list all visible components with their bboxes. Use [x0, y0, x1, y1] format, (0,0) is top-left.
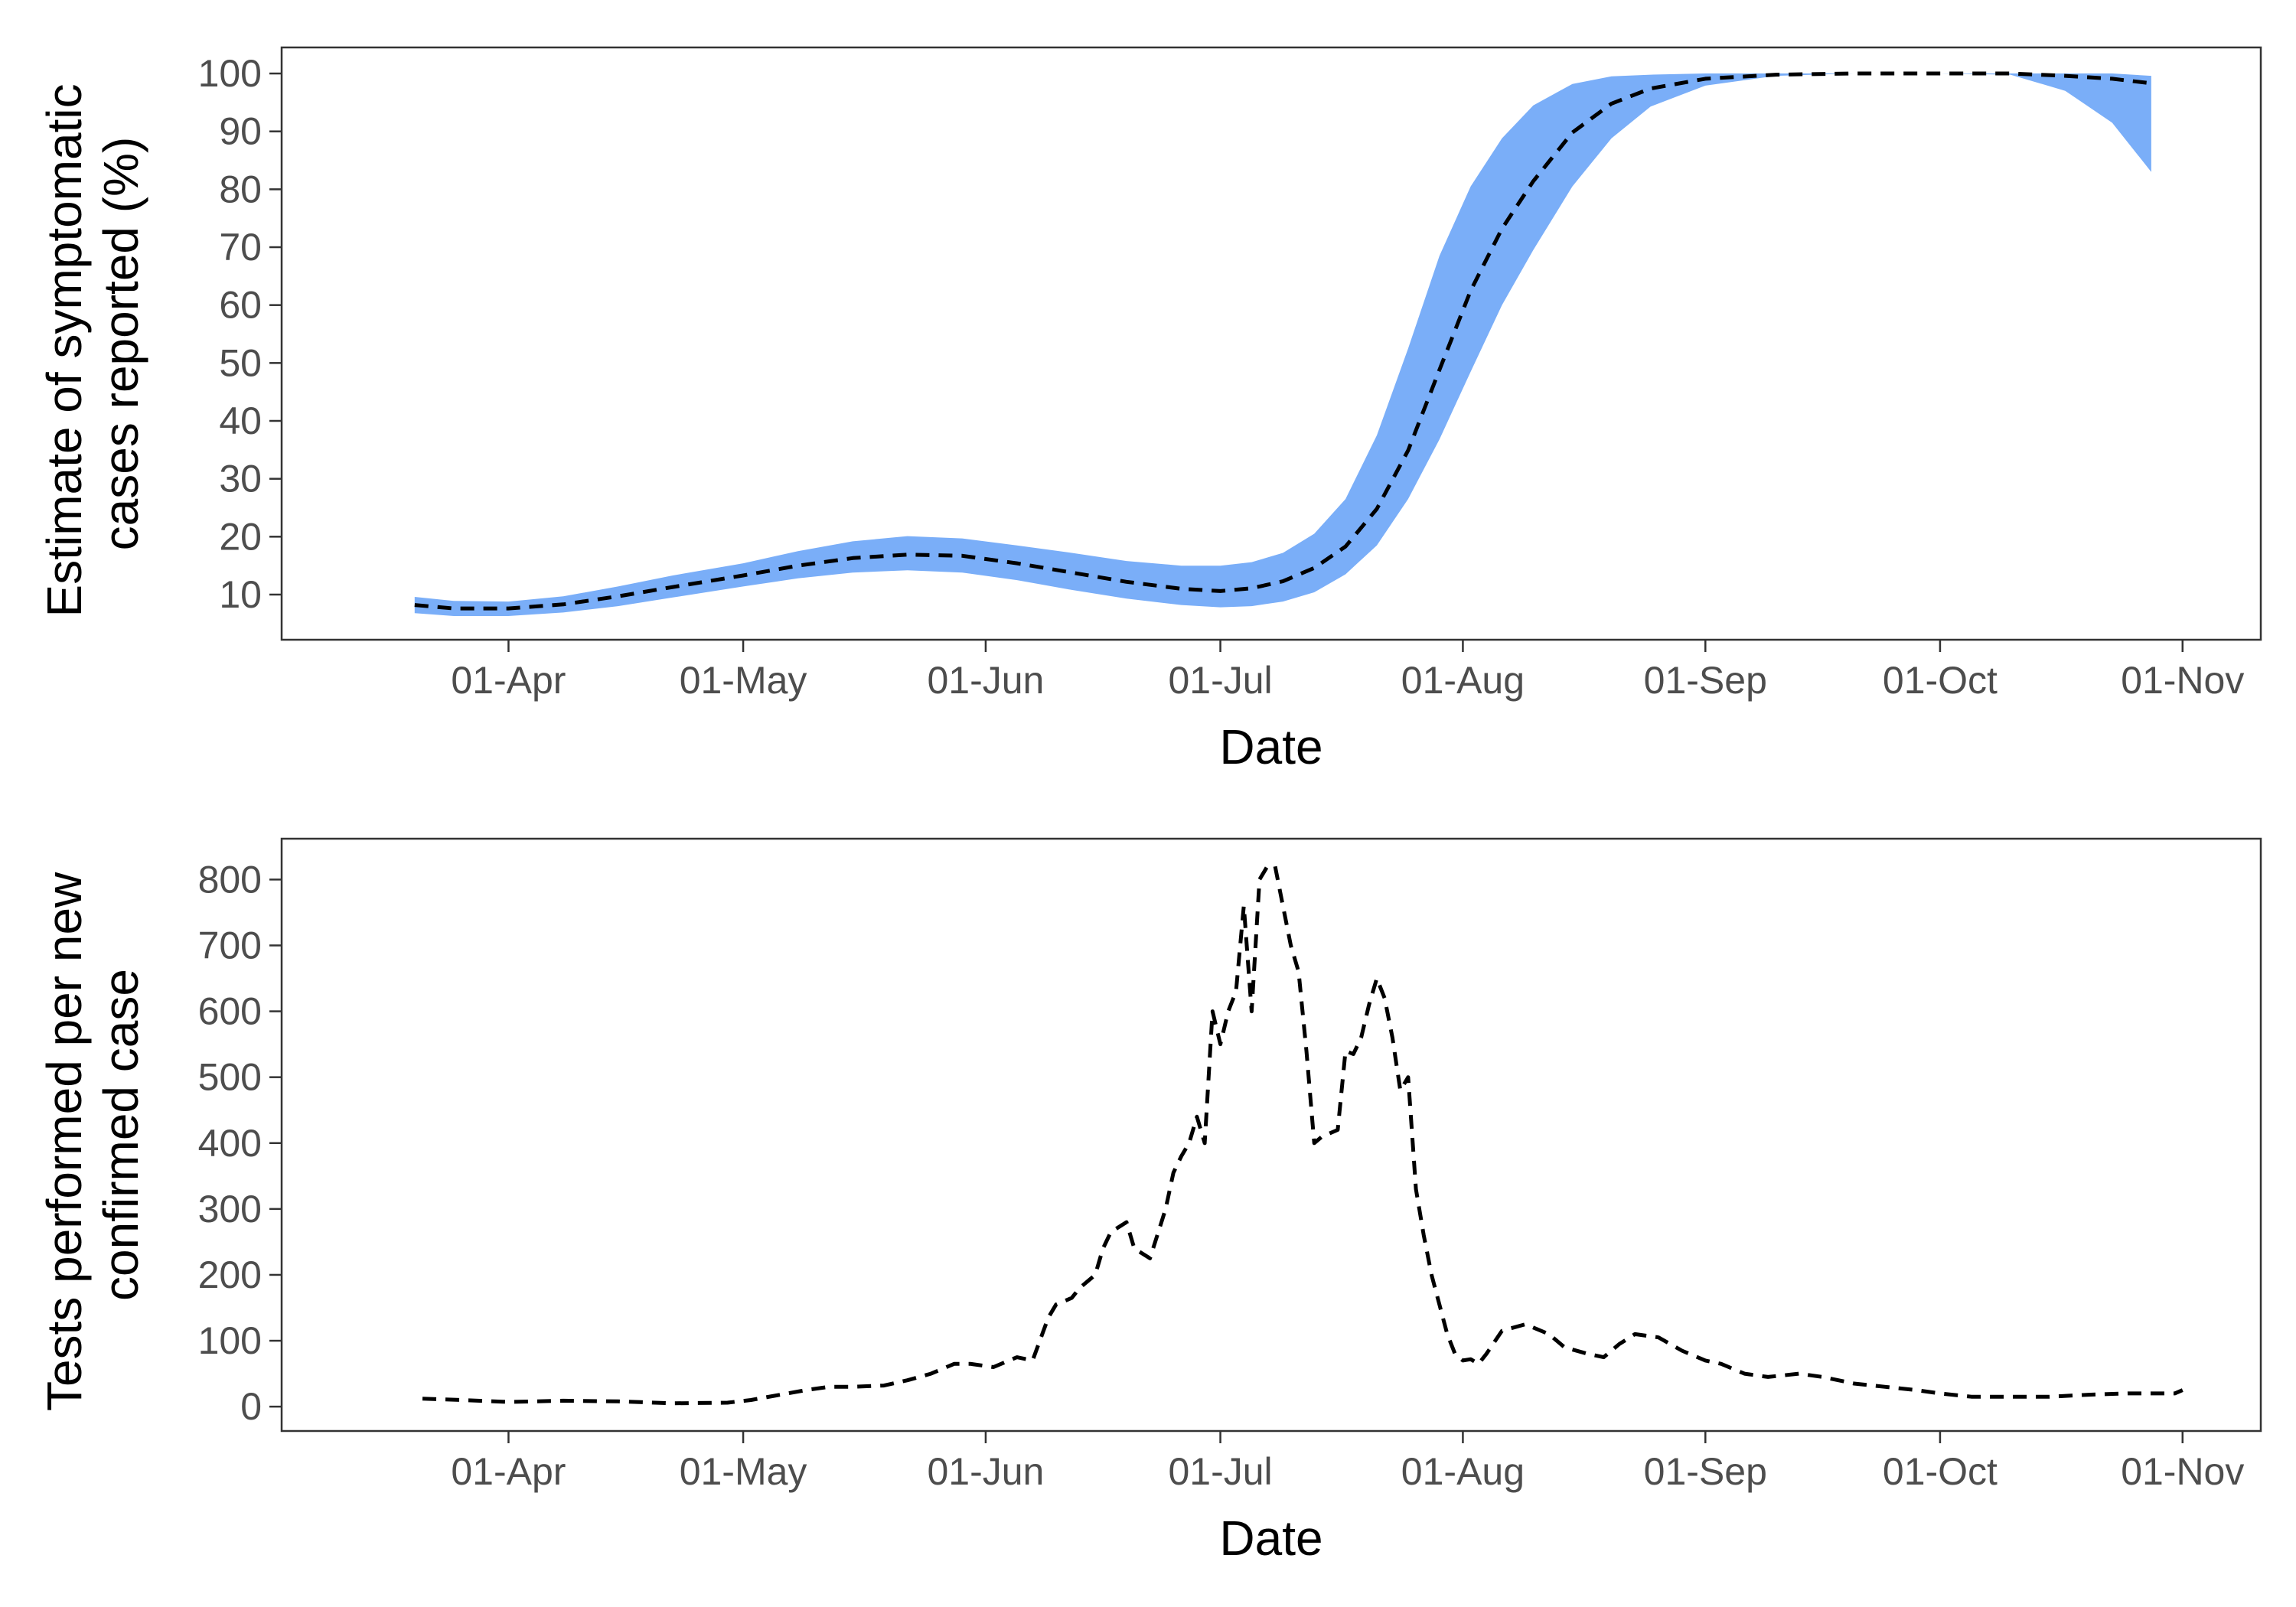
x-tick-label: 01-Sep — [1644, 1450, 1767, 1493]
x-tick-label: 01-Nov — [2121, 659, 2244, 702]
x-tick-label: 01-Aug — [1401, 1450, 1525, 1493]
y-tick-label: 200 — [198, 1253, 262, 1296]
x-tick-label: 01-Oct — [1883, 659, 1998, 702]
x-tick-label: 01-Nov — [2121, 1450, 2244, 1493]
y-tick-label: 300 — [198, 1188, 262, 1231]
bottom-x-axis-title: Date — [1219, 1511, 1322, 1566]
bottom-panel-border — [280, 837, 2262, 1433]
x-tick-label: 01-Jun — [927, 1450, 1044, 1493]
y-tick-label: 600 — [198, 990, 262, 1033]
x-tick-label: 01-Oct — [1883, 1450, 1998, 1493]
bottom-series-line — [422, 864, 2183, 1406]
bottom-y-axis-title: Tests performed per new confirmed case — [37, 859, 148, 1411]
x-tick-label: 01-Aug — [1401, 659, 1525, 702]
y-tick-label: 40 — [219, 399, 262, 442]
y-tick-label: 500 — [198, 1056, 262, 1099]
x-tick-label: 01-Apr — [451, 659, 566, 702]
top-plot-layer — [414, 71, 2152, 616]
top-axes: 01-Apr 01-May 01-Jun 01-Jul 01-Aug 01-Sep 01-O… — [198, 52, 2245, 702]
y-tick-label: 70 — [219, 226, 262, 269]
bottom-y-axis-title-line-1: Tests performed per new — [37, 872, 92, 1411]
y-tick-label: 20 — [219, 515, 262, 558]
tests-per-case-panel: 01-Apr 01-May 01-Jun 01-Jul 01-Aug 01-Sep 01-O… — [37, 837, 2262, 1566]
top-y-axis-title-line-1: Estimate of symptomatic — [37, 83, 92, 617]
y-tick-label: 0 — [240, 1385, 262, 1428]
top-y-axis-title-line-2: cases reported (%) — [93, 137, 148, 551]
y-tick-label: 400 — [198, 1122, 262, 1165]
top-series-line — [414, 71, 2152, 611]
x-tick-label: 01-Apr — [451, 1450, 566, 1493]
y-tick-label: 30 — [219, 458, 262, 500]
y-tick-label: 10 — [219, 573, 262, 616]
bottom-y-axis-title-line-2: confirmed case — [93, 969, 148, 1301]
y-tick-label: 100 — [198, 52, 262, 95]
y-tick-label: 80 — [219, 168, 262, 210]
y-tick-label: 700 — [198, 924, 262, 966]
bottom-axes: 01-Apr 01-May 01-Jun 01-Jul 01-Aug 01-Sep 01-O… — [198, 858, 2245, 1493]
y-tick-label: 50 — [219, 341, 262, 384]
x-tick-label: 01-Jun — [927, 659, 1044, 702]
confidence-band — [414, 73, 2151, 616]
top-x-axis-title: Date — [1219, 719, 1322, 774]
top-y-axis-title: Estimate of symptomatic cases reported (… — [37, 70, 148, 618]
symptomatic-reporting-panel: 01-Apr 01-May 01-Jun 01-Jul 01-Aug 01-Sep 01-O… — [37, 46, 2262, 774]
x-tick-label: 01-Sep — [1644, 659, 1767, 702]
y-tick-label: 800 — [198, 858, 262, 901]
x-tick-label: 01-May — [680, 1450, 807, 1493]
bottom-plot-layer — [422, 864, 2183, 1406]
x-tick-label: 01-Jul — [1168, 659, 1272, 702]
y-tick-label: 90 — [219, 110, 262, 153]
y-tick-label: 60 — [219, 284, 262, 327]
x-tick-label: 01-May — [680, 659, 807, 702]
top-panel-border — [280, 46, 2262, 641]
x-tick-label: 01-Jul — [1168, 1450, 1272, 1493]
y-tick-label: 100 — [198, 1319, 262, 1362]
